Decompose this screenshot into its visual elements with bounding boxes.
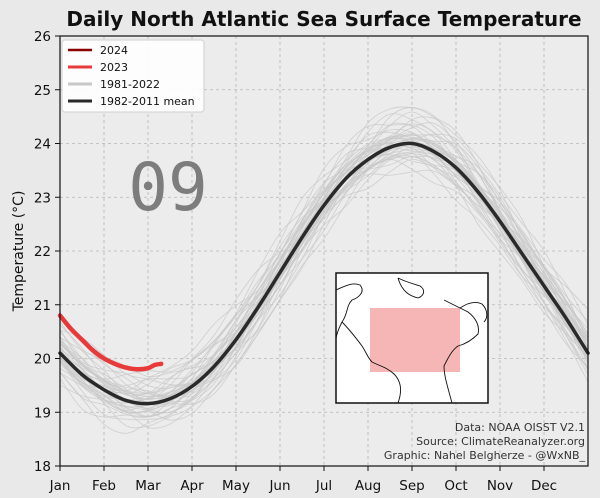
inset-coast-south-america bbox=[371, 361, 402, 404]
inset-coast-greenland bbox=[397, 277, 425, 299]
series-layer bbox=[57, 141, 590, 406]
legend-box bbox=[61, 39, 205, 113]
x-tick-label-aug: Aug bbox=[355, 478, 381, 494]
background-year-line bbox=[59, 129, 589, 378]
y-tick-label-23: 23 bbox=[34, 190, 51, 206]
x-tick-label-dec: Dec bbox=[531, 478, 557, 494]
y-axis-label: Temperature (°C) bbox=[11, 191, 27, 313]
axes: 18 19 20 21 22 23 24 25 26 Jan Feb Mar Apr May Jun Jul A… bbox=[34, 29, 557, 494]
inset-coast-north-america bbox=[335, 283, 363, 341]
credit-data: Data: NOAA OISST V2.1 bbox=[455, 421, 585, 434]
x-tick-label-oct: Oct bbox=[444, 478, 467, 494]
credit-graphic: Graphic: Nahel Belgherze - @WxNB_ bbox=[384, 449, 586, 462]
legend-label-mean: 1982-2011 mean bbox=[100, 95, 195, 108]
inset-coast-europe-africa bbox=[443, 299, 479, 404]
y-tick-label-25: 25 bbox=[34, 83, 51, 99]
y-tick-label-19: 19 bbox=[34, 405, 51, 421]
x-tick-label-apr: Apr bbox=[180, 478, 204, 494]
inset-coast-mediterranean bbox=[459, 301, 488, 323]
inset-map bbox=[335, 272, 489, 404]
background-year-line bbox=[59, 111, 589, 400]
background-year-line bbox=[59, 146, 589, 421]
x-tick-label-mar: Mar bbox=[135, 478, 161, 494]
inset-highlight-region bbox=[370, 308, 460, 372]
y-tick-label-21: 21 bbox=[34, 298, 51, 314]
legend-label-2023: 2023 bbox=[100, 61, 128, 74]
background-year-line bbox=[59, 141, 589, 417]
series-line-1982-2011-mean bbox=[58, 141, 590, 406]
x-tick-label-jun: Jun bbox=[268, 478, 290, 494]
y-tick-label-26: 26 bbox=[34, 29, 51, 45]
y-tick-label-22: 22 bbox=[34, 244, 51, 260]
credit-source: Source: ClimateReanalyzer.org bbox=[416, 435, 585, 448]
background-year-line bbox=[59, 155, 589, 429]
x-tick-label-feb: Feb bbox=[92, 478, 116, 494]
legend-label-2024: 2024 bbox=[100, 44, 128, 57]
x-tick-label-sep: Sep bbox=[399, 478, 424, 494]
frame-label: 09 bbox=[128, 149, 207, 226]
legend: 2024 2023 1981-2022 1982-2011 mean bbox=[61, 39, 205, 113]
inset-coast-east-us bbox=[341, 321, 373, 363]
x-tick-label-jan: Jan bbox=[49, 478, 71, 494]
plot-frame bbox=[59, 35, 589, 467]
y-tick-label-20: 20 bbox=[34, 352, 51, 368]
legend-label-1981-2022: 1981-2022 bbox=[100, 78, 160, 91]
chart-title: Daily North Atlantic Sea Surface Tempera… bbox=[66, 7, 581, 31]
background-year-line bbox=[59, 123, 589, 380]
x-tick-label-jul: Jul bbox=[315, 478, 332, 494]
background-year-line bbox=[59, 107, 589, 400]
background-year-line bbox=[59, 133, 589, 387]
background-year-line bbox=[59, 106, 589, 392]
series-line-2023 bbox=[57, 313, 164, 372]
y-tick-label-24: 24 bbox=[34, 137, 51, 153]
background-year-line bbox=[59, 116, 589, 398]
x-tick-label-nov: Nov bbox=[487, 478, 513, 494]
y-tick-label-18: 18 bbox=[34, 459, 51, 475]
x-tick-label-may: May bbox=[222, 478, 250, 494]
background-year-line bbox=[59, 153, 589, 434]
background-year-line bbox=[59, 150, 589, 414]
